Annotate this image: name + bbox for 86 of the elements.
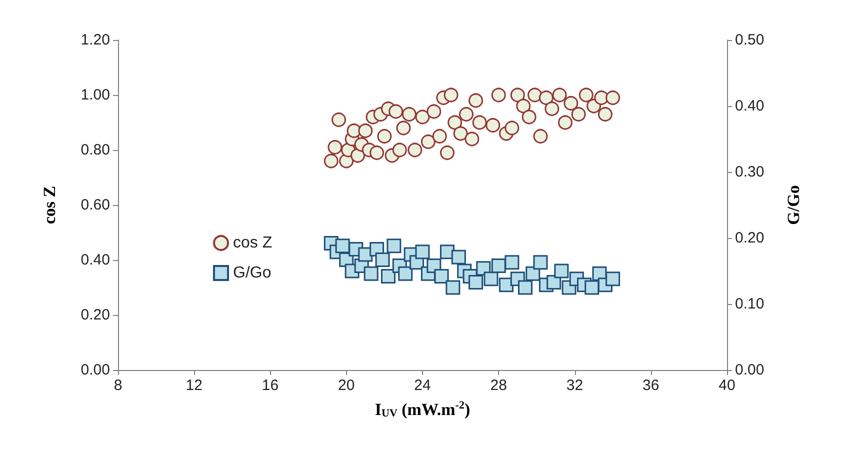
point xyxy=(491,88,506,102)
point xyxy=(606,272,620,286)
x-tick-label: 28 xyxy=(490,377,507,394)
point xyxy=(324,154,338,168)
point xyxy=(598,107,612,122)
point xyxy=(533,255,548,270)
point xyxy=(346,124,362,138)
point xyxy=(415,244,430,260)
point xyxy=(375,252,390,268)
point xyxy=(538,90,554,105)
x-tick-label: 20 xyxy=(338,377,355,394)
point xyxy=(522,110,536,124)
y-tick-label: 0.40 xyxy=(80,252,110,268)
point xyxy=(392,142,407,158)
legend-label: cos Z xyxy=(233,234,272,252)
x-tick-label: 40 xyxy=(718,377,736,394)
point xyxy=(396,120,411,136)
y2-tick-label: 0.10 xyxy=(735,296,764,312)
y2-tick-label: 0.50 xyxy=(735,32,764,48)
x-tick-label: 24 xyxy=(414,377,431,394)
point xyxy=(448,115,462,130)
y-tick-label: 0.80 xyxy=(80,142,110,158)
point xyxy=(440,146,454,160)
point xyxy=(468,274,484,290)
point xyxy=(432,129,447,144)
point xyxy=(552,88,567,102)
point xyxy=(453,126,468,141)
point xyxy=(446,280,460,295)
point xyxy=(484,272,498,286)
y2-tick-label: 0.40 xyxy=(735,98,764,114)
y2-tick-label: 0.20 xyxy=(735,230,764,246)
y-tick-label: 0.20 xyxy=(80,306,110,324)
y-tick-label: 0.00 xyxy=(80,362,110,378)
point xyxy=(464,132,480,146)
point xyxy=(486,118,500,132)
point xyxy=(434,269,449,284)
point xyxy=(558,115,572,130)
y-tick-label: 1.20 xyxy=(80,32,110,48)
point xyxy=(544,102,560,116)
x-tick-label: 36 xyxy=(642,377,660,394)
point xyxy=(370,146,384,160)
point xyxy=(358,124,373,138)
point xyxy=(606,90,620,105)
point xyxy=(516,98,531,114)
point xyxy=(451,250,466,264)
point xyxy=(528,88,542,102)
point xyxy=(328,140,342,154)
point xyxy=(518,280,533,295)
y2-axis-title: G/Go xyxy=(784,185,803,225)
point xyxy=(554,264,569,278)
x-tick-label: 16 xyxy=(262,377,279,394)
point xyxy=(578,88,594,102)
point xyxy=(402,107,416,122)
point xyxy=(444,88,458,102)
point xyxy=(332,112,346,127)
point xyxy=(533,129,548,144)
point xyxy=(504,120,520,136)
y-tick-label: 0.60 xyxy=(80,196,110,214)
point xyxy=(468,93,484,108)
y2-tick-label: 0.00 xyxy=(735,362,764,378)
point xyxy=(377,129,392,144)
y2-tick-label: 0.30 xyxy=(735,164,764,180)
point xyxy=(504,255,520,270)
point xyxy=(584,280,600,295)
point xyxy=(571,107,586,122)
point xyxy=(415,110,430,124)
x-tick-label: 32 xyxy=(566,377,584,394)
x-tick-label: 8 xyxy=(114,377,122,394)
point xyxy=(364,266,378,281)
x-tick-label: 12 xyxy=(186,377,202,394)
point xyxy=(398,266,413,281)
point xyxy=(335,238,350,254)
point xyxy=(459,107,474,122)
point xyxy=(388,104,404,119)
point xyxy=(564,96,578,110)
y-tick-label: 1.00 xyxy=(80,86,110,104)
y-axis-title: cos Z xyxy=(40,186,59,224)
point xyxy=(491,258,506,273)
point xyxy=(408,142,422,158)
legend-label: G/Go xyxy=(233,264,272,282)
point xyxy=(380,269,396,284)
point xyxy=(510,88,525,102)
point xyxy=(472,115,487,130)
point xyxy=(386,238,402,254)
point xyxy=(420,134,436,149)
point xyxy=(426,104,442,119)
